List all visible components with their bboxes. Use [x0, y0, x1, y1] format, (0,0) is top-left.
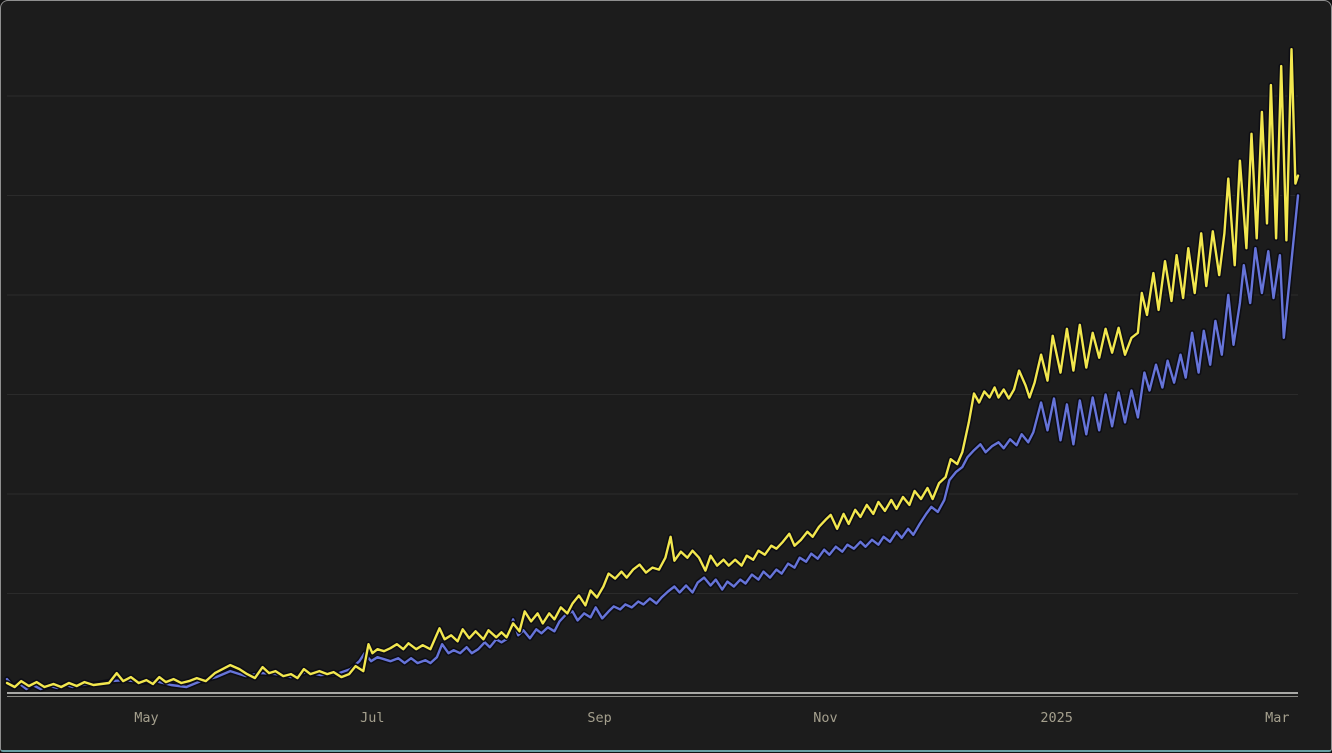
blue-series — [7, 196, 1298, 690]
yellow-series-outline — [7, 49, 1298, 687]
x-tick-label: Sep — [587, 710, 611, 726]
x-tick-label: Nov — [813, 710, 837, 726]
blue-series-outline — [7, 196, 1298, 690]
x-tick-label: 2025 — [1040, 710, 1073, 726]
x-tick-label: May — [134, 710, 158, 726]
yellow-series — [7, 49, 1298, 687]
x-tick-label: Jul — [360, 710, 384, 726]
x-tick-label: Mar — [1265, 710, 1289, 726]
